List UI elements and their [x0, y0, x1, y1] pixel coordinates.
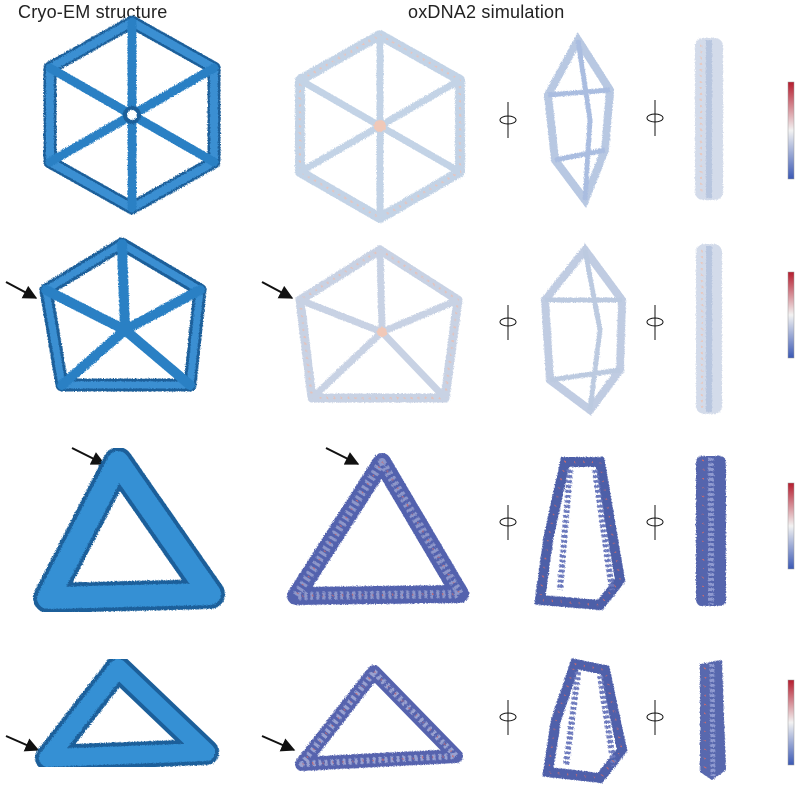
rotation-axis-icon [646, 700, 664, 735]
sim-hexagon-edge [695, 38, 723, 200]
row-4 [5, 655, 795, 784]
sim-triangle-tilted-front [295, 665, 463, 771]
cryo-triangle [33, 447, 225, 613]
rotation-axis-icon [499, 505, 517, 540]
cryo-pentagon [39, 237, 207, 392]
cryo-hexagon [43, 15, 221, 215]
arrow-pointer [5, 735, 40, 752]
rotation-axis-icon [646, 100, 664, 136]
colorbar [787, 482, 795, 570]
rotation-axis-icon [646, 305, 664, 340]
colorbar [787, 271, 795, 359]
rotation-axis-icon [499, 305, 517, 340]
arrow-pointer [261, 281, 294, 299]
sim-triangle-tilted-edge [700, 660, 726, 780]
rotation-axis-icon [499, 102, 517, 138]
sim-pentagon-front [295, 245, 463, 403]
cryo-triangle-tilted [35, 655, 219, 771]
rotation-axis-icon [499, 700, 517, 735]
sim-triangle-side [534, 457, 626, 611]
row-1 [43, 15, 795, 223]
colorbar [787, 81, 795, 180]
sim-triangle-tilted-side [542, 658, 628, 784]
sim-pentagon-side [540, 243, 627, 416]
oxdna-header: oxDNA2 simulation [408, 2, 565, 22]
colorbar [787, 679, 795, 766]
row-3 [33, 447, 795, 613]
sim-triangle-front [287, 453, 469, 605]
sim-pentagon-edge [696, 244, 722, 414]
rotation-axis-icon [646, 505, 664, 540]
sim-triangle-edge [696, 456, 726, 606]
sim-hexagon-front [295, 30, 465, 223]
arrow-pointer [5, 281, 38, 299]
sim-hexagon-side [543, 32, 615, 209]
arrow-pointer [71, 447, 106, 465]
arrow-pointer [325, 447, 360, 465]
arrow-pointer [261, 735, 296, 752]
row-2 [5, 237, 795, 416]
